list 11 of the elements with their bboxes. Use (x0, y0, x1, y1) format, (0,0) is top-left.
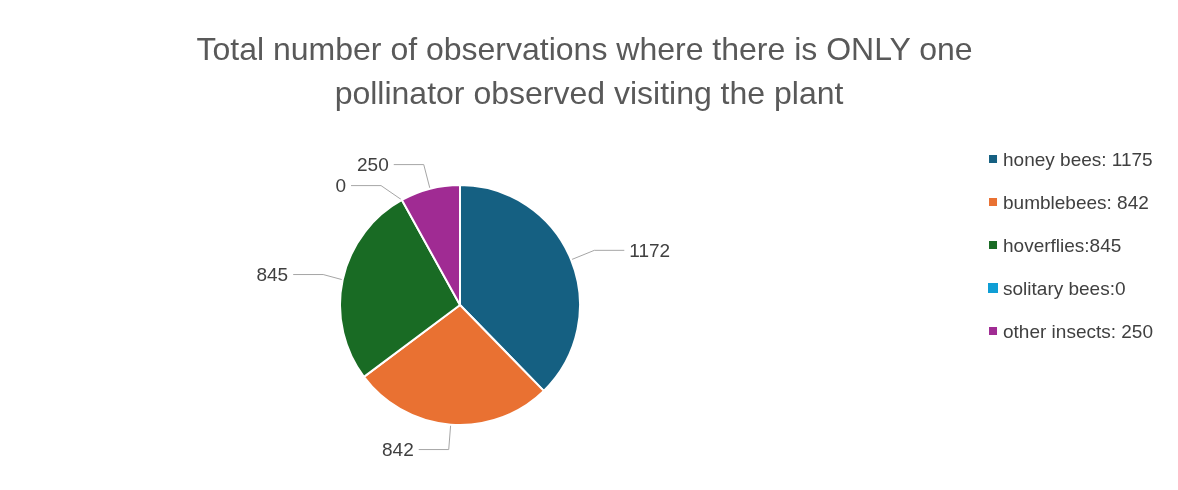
legend-label: hoverflies:845 (1003, 234, 1122, 256)
data-label: 1172 (629, 239, 671, 261)
legend-label: solitary bees:0 (1003, 277, 1126, 299)
text: 0 (335, 175, 347, 197)
legend-label: other insects: 250 (1003, 320, 1154, 342)
data-label: 842 (382, 439, 414, 461)
data-label: 250 (357, 154, 389, 176)
legend-label: honey bees: 1175 (1003, 148, 1153, 170)
legend-label: bumblebees: 842 (1003, 191, 1149, 213)
data-label: 845 (256, 264, 289, 286)
chart-title: Total number of observations where there is ONLY one pollinator observed visiting the plant (196, 31, 982, 111)
